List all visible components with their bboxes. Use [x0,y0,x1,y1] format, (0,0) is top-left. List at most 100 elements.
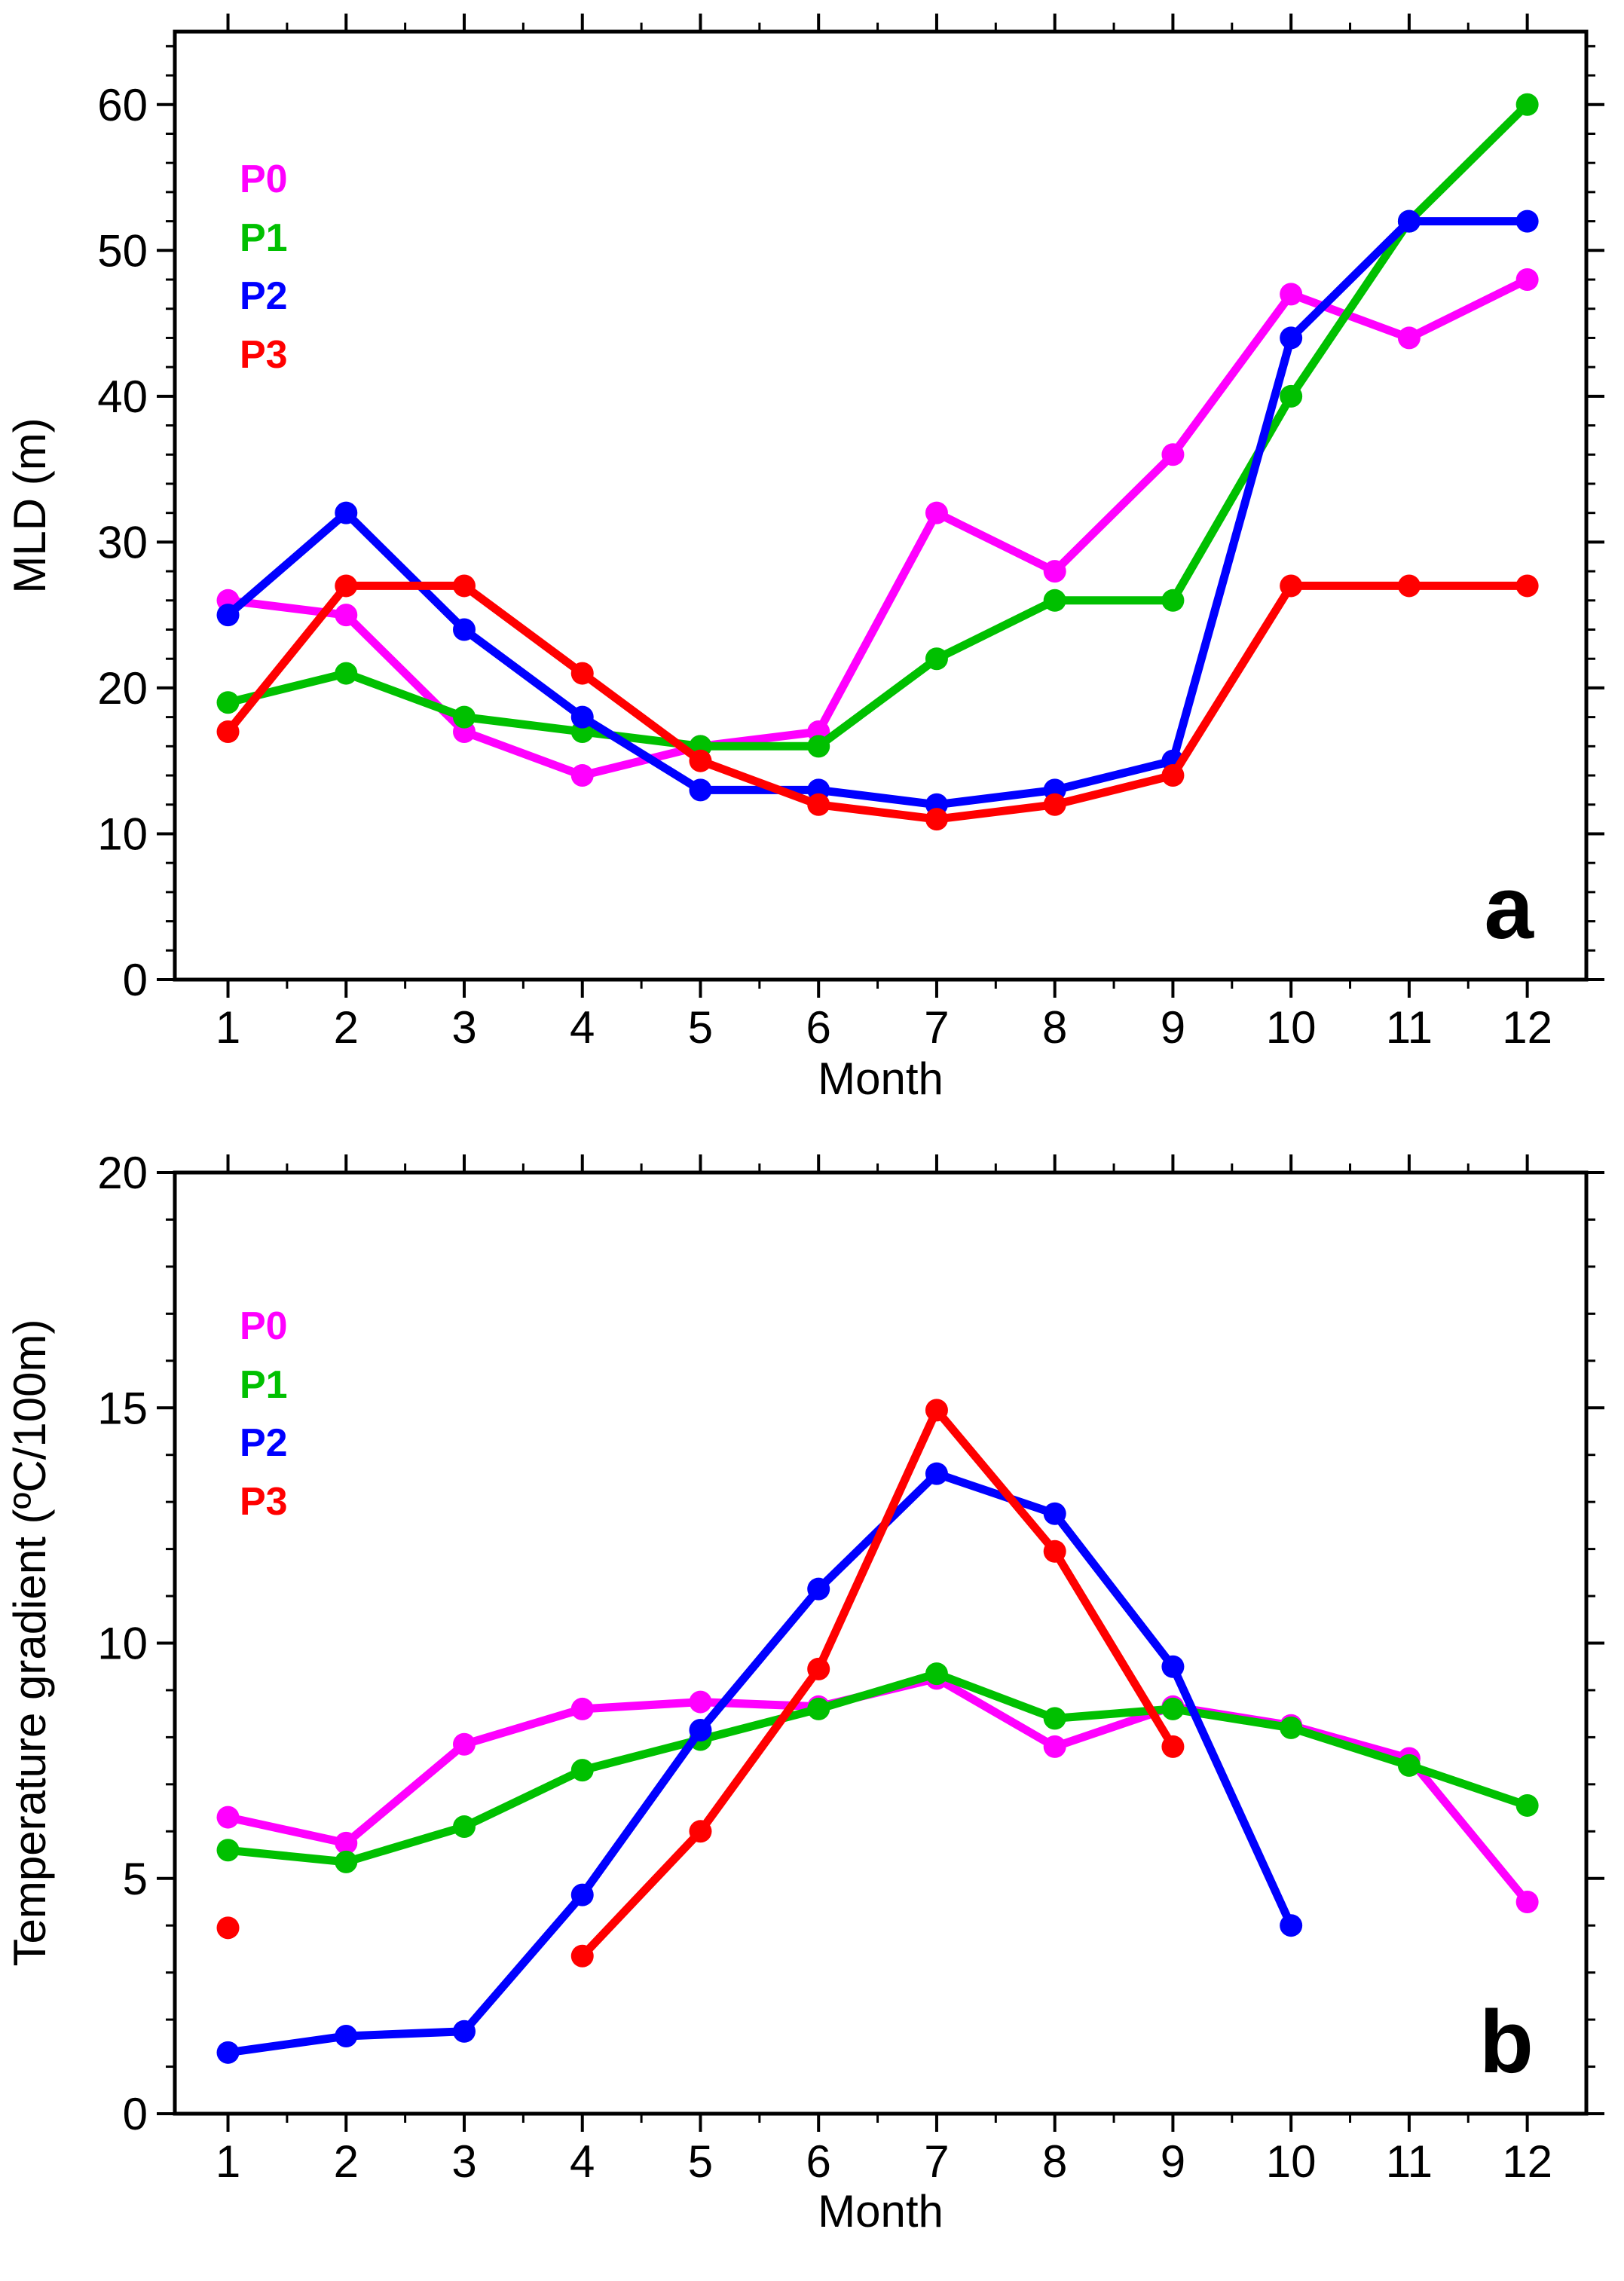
data-point-P3 [807,1657,830,1680]
data-point-P2 [807,1577,830,1601]
series-P2 [216,209,1539,816]
y-tick-label: 0 [123,955,148,1005]
data-point-P1 [453,705,476,729]
data-point-P1 [1161,1697,1185,1720]
y-tick-label: 5 [123,1854,148,1904]
data-point-P0 [453,1732,476,1756]
data-point-P0 [216,1806,240,1829]
y-axis-title: Temperature gradient (ºC/100m) [5,1319,55,1967]
chart-panel-b: 1 2 3 4 5 6 7 8 9 10 11 1205101520MonthTemperature … [5,1148,1604,2237]
data-point-P2 [453,618,476,641]
data-point-P1 [216,1839,240,1862]
data-point-P3 [1397,574,1421,598]
data-point-P3 [1161,1735,1185,1758]
data-point-P1 [1280,384,1303,408]
data-point-P2 [1043,1502,1066,1525]
series-line-P3 [224,581,1532,824]
x-tick-label: 9 [1161,1002,1185,1053]
x-tick-label: 4 [570,1002,595,1053]
y-tick-label: 0 [123,2089,148,2139]
series-line-P2 [224,217,1532,809]
x-axis-title: Month [818,2186,944,2237]
data-point-P3 [1043,793,1066,816]
series-line-P3 [578,1405,1177,1961]
data-point-P2 [570,705,594,729]
y-tick-label: 30 [97,517,148,567]
y-tick-label: 60 [97,80,148,130]
x-tick-label: 12 [1502,2136,1552,2187]
data-point-P0 [1043,560,1066,583]
data-point-P3 [807,793,830,816]
x-tick-label: 8 [1042,1002,1067,1053]
data-point-P0 [689,1690,712,1714]
data-point-P0 [925,501,948,524]
series-P1 [216,1662,1539,1873]
data-point-P1 [1280,1716,1303,1739]
y-tick-label: 10 [97,1619,148,1669]
series-line-P0 [224,1674,1532,1906]
data-point-P0 [335,604,358,627]
data-point-P2 [335,2024,358,2047]
x-tick-label: 11 [1386,2136,1433,2187]
x-tick-label: 5 [688,2136,713,2187]
series-P3 [216,1399,1185,1968]
data-point-P0 [570,1697,594,1720]
data-point-P3 [689,1820,712,1843]
data-point-P3 [570,1944,594,1968]
data-point-P1 [1043,1707,1066,1730]
data-point-P2 [570,1883,594,1906]
series-line-P1 [224,1669,1532,1867]
x-tick-label: 1 [216,1002,240,1053]
x-tick-label: 6 [806,1002,831,1053]
data-point-P1 [925,1662,948,1686]
data-point-P1 [1515,93,1539,116]
data-point-P1 [216,691,240,714]
x-tick-label: 2 [334,2136,359,2187]
data-point-P0 [1043,1735,1066,1758]
data-point-P1 [1043,589,1066,612]
data-point-P3 [925,808,948,831]
legend-entry-P3: P3 [240,333,288,377]
legend-entry-P0: P0 [240,1304,288,1348]
data-point-P0 [1280,283,1303,306]
data-point-P1 [335,662,358,685]
x-tick-label: 1 [216,2136,240,2187]
data-point-P2 [1161,1655,1185,1678]
x-tick-label: 7 [924,2136,949,2187]
data-point-P2 [216,2041,240,2064]
data-point-P3 [216,720,240,743]
legend-entry-P1: P1 [240,1363,288,1407]
data-point-P3 [1161,764,1185,787]
series-line-P2 [224,1469,1295,2057]
data-point-P1 [335,1850,358,1873]
y-tick-label: 40 [97,372,148,422]
x-tick-label: 12 [1502,1002,1552,1053]
x-tick-label: 6 [806,2136,831,2187]
data-point-P0 [1515,1890,1539,1913]
series-P0 [216,268,1539,787]
data-point-P0 [1161,443,1185,466]
data-point-P1 [1161,589,1185,612]
plot-frame [173,1170,1589,2116]
legend-entry-P2: P2 [240,1421,288,1465]
series-P1 [216,93,1539,758]
data-point-P3 [335,574,358,598]
data-point-P3 [1515,574,1539,598]
data-point-P2 [1397,209,1421,233]
data-point-P3 [570,662,594,685]
data-point-P2 [689,1719,712,1742]
x-tick-label: 7 [924,1002,949,1053]
data-point-P1 [925,647,948,671]
data-point-P2 [689,778,712,802]
legend-entry-P2: P2 [240,274,288,318]
x-tick-label: 2 [334,1002,359,1053]
data-point-P1 [1515,1793,1539,1817]
series-P0 [216,1667,1539,1913]
x-tick-label: 3 [451,2136,476,2187]
data-point-P3 [925,1399,948,1422]
data-point-P2 [1280,326,1303,350]
data-point-P0 [570,764,594,787]
